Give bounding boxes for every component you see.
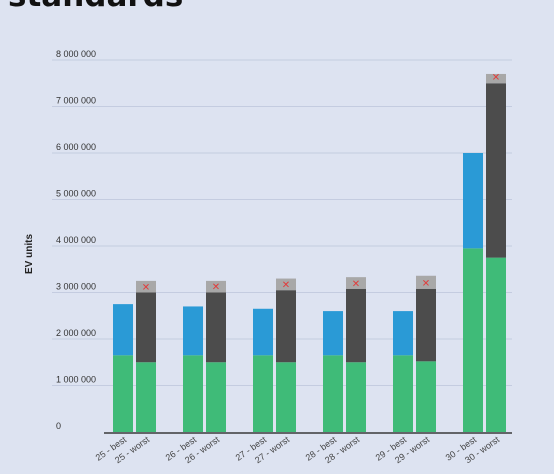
marker-x: ✕ — [142, 282, 150, 293]
bar-segment-gray — [276, 278, 296, 291]
chart-title: standards — [8, 0, 183, 14]
bar-segment-blue — [183, 306, 203, 356]
y-tick-label: 8 000 000 — [56, 49, 96, 59]
y-tick-labels: 0 1 000 000 2 000 000 3 000 000 4 000 000 5 0… — [56, 49, 96, 431]
marker-x: ✕ — [352, 279, 360, 290]
bar-segment-gray — [136, 280, 156, 293]
bar-segment-blue — [393, 311, 413, 356]
bar-segment-green — [463, 248, 483, 432]
y-axis-label: EV units — [24, 234, 35, 274]
bar-segment-green — [136, 362, 156, 432]
marker-x: ✕ — [282, 280, 290, 291]
y-tick-label: 7 000 000 — [56, 96, 96, 106]
marker-x: ✕ — [212, 282, 220, 293]
bar-segment-dark — [486, 83, 506, 258]
bar-segment-green — [206, 362, 226, 432]
bar-segment-dark — [416, 288, 436, 362]
marker-x: ✕ — [492, 72, 500, 83]
markers: ✕ ✕ ✕ ✕ ✕ ✕ — [142, 72, 500, 293]
bar-segment-gray — [206, 280, 226, 293]
bar-segment-blue — [253, 308, 273, 356]
bar-segment-dark — [346, 288, 366, 363]
y-tick-label: 4 000 000 — [56, 235, 96, 245]
bar-segment-green — [253, 355, 273, 432]
marker-x: ✕ — [422, 278, 430, 289]
bar-segment-green — [113, 355, 133, 432]
bar-segment-green — [183, 355, 203, 432]
bar-segment-blue — [323, 311, 343, 356]
y-tick-label: 0 — [56, 421, 61, 431]
bar-segment-green — [346, 362, 366, 432]
bar-segment-gray — [416, 275, 436, 289]
y-tick-label: 1 000 000 — [56, 375, 96, 385]
y-tick-label: 5 000 000 — [56, 189, 96, 199]
bar-segment-dark — [206, 292, 226, 363]
bar-segment-blue — [463, 153, 483, 249]
y-tick-label: 2 000 000 — [56, 328, 96, 338]
bar-segment-dark — [276, 290, 296, 363]
y-tick-label: 3 000 000 — [56, 282, 96, 292]
bar-segment-blue — [113, 304, 133, 356]
bar-segment-green — [416, 361, 436, 432]
y-tick-label: 6 000 000 — [56, 142, 96, 152]
bar-segment-gray — [486, 73, 506, 84]
bar-segment-green — [323, 355, 343, 432]
bars — [113, 73, 506, 432]
bar-segment-green — [393, 355, 413, 432]
bar-segment-green — [486, 257, 506, 432]
bar-segment-green — [276, 362, 296, 432]
bar-segment-gray — [346, 277, 366, 289]
bar-segment-dark — [136, 292, 156, 363]
